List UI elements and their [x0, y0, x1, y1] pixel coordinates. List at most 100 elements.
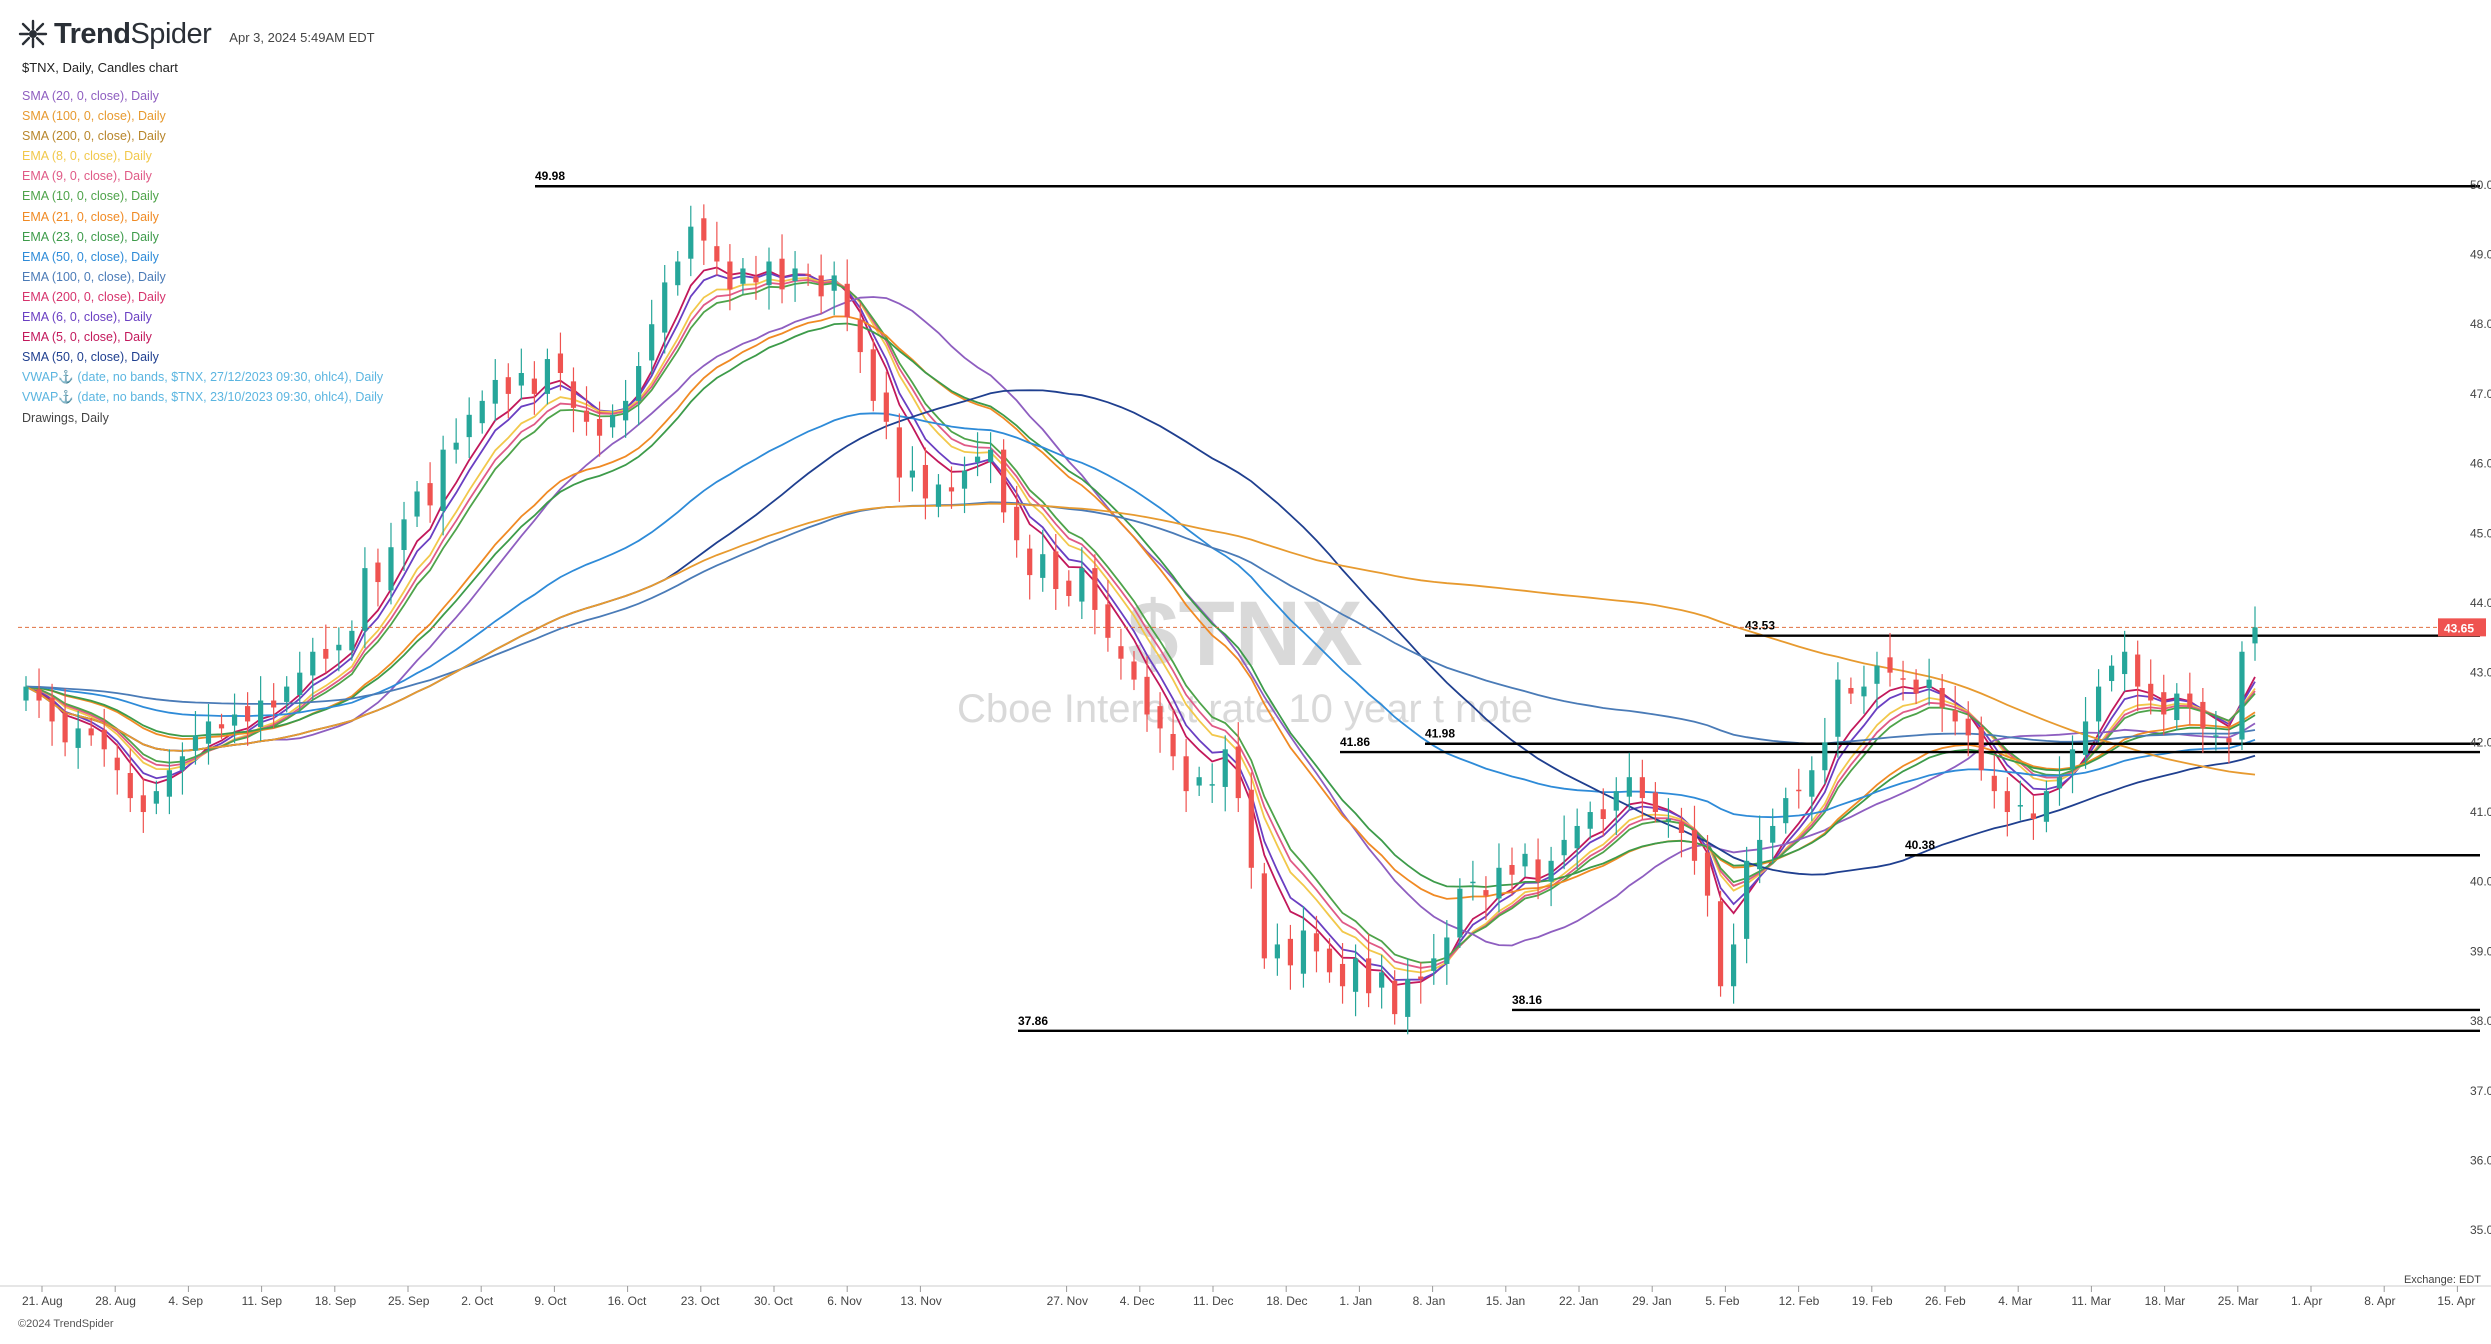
candle-body [1717, 901, 1724, 987]
legend-item[interactable]: EMA (200, 0, close), Daily [22, 289, 166, 304]
candle-body [987, 449, 994, 463]
candle-body [1730, 944, 1737, 987]
candle-body [479, 400, 485, 424]
y-tick-label: 46.00 [2470, 457, 2491, 471]
candle-body [440, 449, 446, 511]
indicator-legend[interactable]: SMA (20, 0, close), Daily SMA (100, 0, cl… [22, 86, 383, 428]
candle-body [2043, 791, 2050, 822]
candle-body [2017, 805, 2023, 807]
x-tick-label: 4. Mar [1998, 1294, 2032, 1308]
candle-body [948, 487, 955, 492]
candle-body [231, 714, 238, 726]
candle-body [1509, 864, 1515, 875]
legend-item[interactable]: Drawings, Daily [22, 410, 109, 425]
candle-body [922, 464, 929, 499]
candle-body [2109, 665, 2115, 682]
legend-item[interactable]: EMA (9, 0, close), Daily [22, 169, 152, 184]
legend-item[interactable]: EMA (100, 0, close), Daily [22, 269, 166, 284]
candle-body [2056, 777, 2063, 789]
legend-item[interactable]: EMA (23, 0, close), Daily [22, 229, 159, 244]
candle-body [1209, 784, 1215, 786]
candle-body [1418, 976, 1424, 980]
legend-item[interactable]: EMA (21, 0, close), Daily [22, 209, 159, 224]
candle-body [153, 791, 159, 804]
candle-body [1835, 679, 1841, 737]
x-tick-label: 4. Dec [1120, 1294, 1155, 1308]
candle-body [1965, 718, 1971, 736]
candle-body [271, 700, 277, 708]
candle-body [570, 381, 577, 408]
candle-body [1900, 678, 1906, 680]
x-tick-label: 25. Mar [2218, 1294, 2259, 1308]
candle-body [362, 568, 368, 631]
candle-body [1861, 686, 1867, 697]
candle-body [1952, 710, 1958, 722]
candle-body [714, 246, 720, 262]
last-price-tag [2438, 618, 2486, 637]
legend-item[interactable]: SMA (100, 0, close), Daily [22, 109, 166, 124]
candle-body [883, 392, 889, 422]
x-tick-label: 25. Sep [388, 1294, 430, 1308]
trendspider-logo-icon [18, 19, 48, 49]
candle-body [1665, 819, 1672, 821]
y-tick-label: 42.00 [2470, 735, 2491, 749]
candle-body [375, 562, 381, 583]
candle-body [349, 630, 355, 651]
y-tick-label: 47.00 [2470, 387, 2491, 401]
legend-item[interactable]: EMA (8, 0, close), Daily [22, 149, 152, 164]
x-tick-label: 8. Jan [1413, 1294, 1446, 1308]
candle-body [258, 700, 264, 728]
legend-item[interactable]: VWAP⚓ (date, no bands, $TNX, 27/12/2023 … [22, 370, 384, 385]
candle-body [1339, 963, 1346, 987]
candle-body [49, 697, 55, 722]
candle-body [518, 373, 524, 386]
candle-body [2174, 693, 2180, 721]
candle-body [609, 414, 616, 428]
candle-body [297, 672, 303, 695]
candle-body [779, 258, 785, 290]
candle-body [88, 728, 94, 736]
legend-item[interactable]: EMA (10, 0, close), Daily [22, 189, 159, 204]
legend-item[interactable]: SMA (20, 0, close), Daily [22, 89, 159, 103]
candle-body [1848, 687, 1854, 694]
legend-item[interactable]: EMA (50, 0, close), Daily [22, 249, 159, 264]
legend-item[interactable]: VWAP⚓ (date, no bands, $TNX, 23/10/2023 … [22, 390, 384, 405]
x-tick-label: 18. Mar [2145, 1294, 2186, 1308]
candle-body [1926, 679, 1932, 688]
ema-23-line [25, 322, 2256, 888]
legend-item[interactable]: SMA (50, 0, close), Daily [22, 350, 159, 365]
candle-body [623, 400, 629, 421]
candle-body [1366, 958, 1372, 994]
candle-body [492, 379, 498, 404]
candle-body [1783, 798, 1789, 824]
candle-body [166, 770, 172, 797]
x-tick-label: 9. Oct [534, 1294, 567, 1308]
ema-21-line [25, 315, 2256, 900]
candle-body [805, 274, 811, 276]
candle-body [1535, 859, 1541, 882]
legend-item[interactable]: EMA (5, 0, close), Daily [22, 330, 152, 345]
ema-9-line [25, 278, 2256, 969]
ema-8-line [25, 276, 2256, 974]
x-tick-label: 2. Oct [461, 1294, 494, 1308]
legend-item[interactable]: EMA (6, 0, close), Daily [22, 310, 152, 325]
candle-body [1587, 812, 1593, 829]
candle-body [2200, 701, 2206, 729]
candle-body [961, 470, 968, 489]
y-tick-label: 36.00 [2470, 1153, 2491, 1167]
candle-body [1183, 756, 1189, 792]
candle-body [909, 470, 915, 478]
candle-body [1822, 742, 1828, 771]
candle-body [1574, 825, 1580, 849]
legend-item[interactable]: SMA (200, 0, close), Daily [22, 129, 166, 144]
candle-body [649, 324, 655, 361]
candle-body [1053, 551, 1059, 590]
candle-body [844, 283, 850, 318]
candle-body [636, 366, 642, 401]
sr-label: 41.86 [1340, 735, 1370, 749]
candle-body [701, 218, 707, 241]
candle-body [1001, 449, 1007, 513]
candle-body [1196, 777, 1202, 786]
